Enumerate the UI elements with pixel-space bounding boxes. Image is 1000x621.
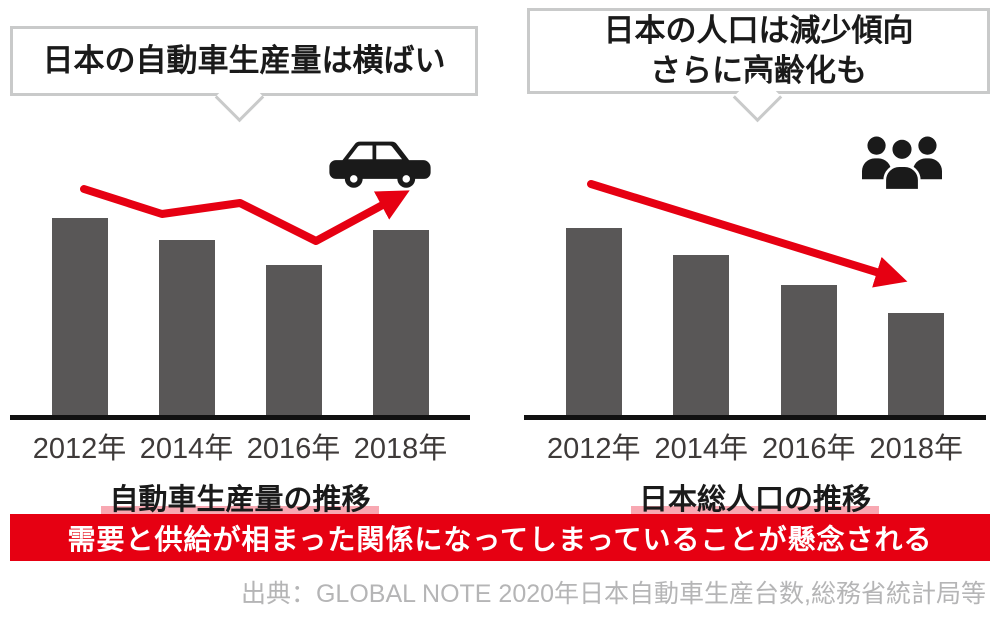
x-axis-labels: 2012年 2014年 2016年 2018年: [10, 425, 470, 467]
car-icon: [328, 132, 432, 197]
x-axis-line: [10, 415, 470, 420]
bar-population-2012: [565, 228, 622, 415]
warning-banner-text: 需要と供給が相まった関係になってしまっていることが懸念される: [67, 523, 933, 555]
x-axis-label: 2016年: [761, 433, 856, 465]
x-axis-label: 2012年: [32, 433, 127, 465]
bar-production-2012: [51, 218, 108, 415]
bar-production-2014: [158, 240, 215, 415]
bar-production-2016: [265, 265, 322, 415]
x-axis-label: 2018年: [869, 433, 963, 465]
x-axis-label: 2014年: [139, 433, 234, 465]
source-attribution: 出典：GLOBAL NOTE 2020年日本自動車生産台数,総務省統計局等: [240, 580, 986, 608]
bar-production-2018: [372, 230, 429, 415]
production-bars: [10, 218, 470, 415]
warning-banner: 需要と供給が相まった関係になってしまっていることが懸念される: [10, 514, 990, 561]
x-axis-label: 2014年: [654, 433, 748, 465]
x-axis-label: 2018年: [353, 433, 448, 465]
x-axis-labels: 2012年 2014年 2016年 2018年: [524, 425, 986, 467]
x-axis-label: 2012年: [546, 433, 641, 465]
speech-bubble-population-text-line1: 日本の人口は減少傾向: [603, 13, 914, 49]
bar-population-2018: [888, 313, 945, 415]
speech-bubble-production-text: 日本の自動車生産量は横ばい: [42, 43, 446, 79]
bar-population-2016: [780, 285, 837, 415]
x-axis-line: [524, 415, 986, 420]
population-bar-chart: 2012年 2014年 2016年 2018年 日本総人口の推移: [524, 218, 986, 523]
population-bars: [524, 218, 986, 415]
bar-population-2014: [673, 255, 730, 415]
people-icon: [856, 132, 948, 197]
x-axis-label: 2016年: [246, 433, 341, 465]
production-bar-chart: 2012年 2014年 2016年 2018年 自動車生産量の推移: [10, 218, 470, 523]
